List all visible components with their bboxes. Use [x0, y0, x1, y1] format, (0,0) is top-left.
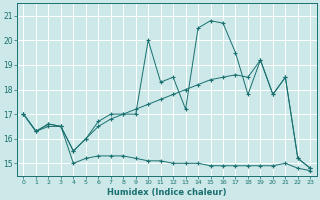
- X-axis label: Humidex (Indice chaleur): Humidex (Indice chaleur): [107, 188, 227, 197]
